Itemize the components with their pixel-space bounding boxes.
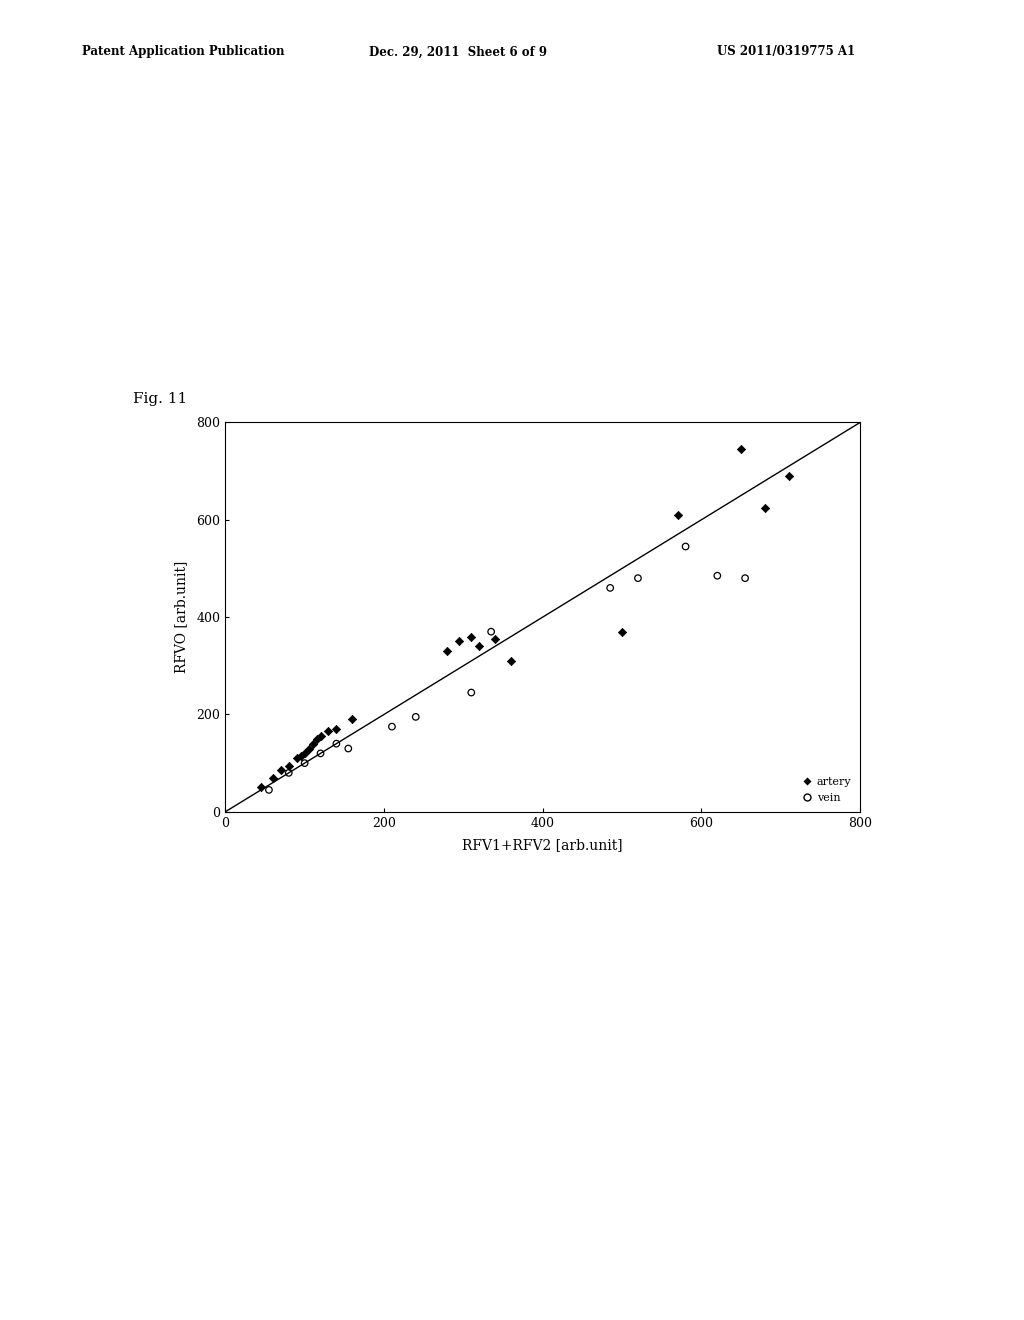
Point — [780, 466, 797, 487]
X-axis label: RFV1+RFV2 [arb.unit]: RFV1+RFV2 [arb.unit] — [463, 838, 623, 851]
Point — [293, 746, 309, 767]
Point — [253, 777, 269, 799]
Text: Patent Application Publication: Patent Application Publication — [82, 45, 285, 58]
Point — [328, 718, 344, 739]
Point — [312, 743, 329, 764]
Point — [281, 763, 297, 784]
Point — [439, 640, 456, 661]
Point — [471, 636, 487, 657]
Point — [312, 726, 329, 747]
Point — [487, 628, 504, 649]
Point — [463, 682, 479, 704]
Point — [281, 755, 297, 776]
Point — [614, 622, 631, 643]
Point — [261, 779, 278, 800]
Point — [602, 577, 618, 598]
Point — [297, 752, 313, 774]
Point — [300, 738, 316, 759]
Point — [264, 767, 281, 788]
Point — [630, 568, 646, 589]
Point — [737, 568, 754, 589]
Point — [328, 733, 344, 754]
Text: Dec. 29, 2011  Sheet 6 of 9: Dec. 29, 2011 Sheet 6 of 9 — [369, 45, 547, 58]
Text: Fig. 11: Fig. 11 — [133, 392, 187, 405]
Point — [452, 631, 468, 652]
Point — [321, 721, 337, 742]
Point — [308, 729, 325, 750]
Point — [340, 738, 356, 759]
Point — [670, 504, 686, 525]
Point — [344, 709, 360, 730]
Point — [289, 747, 305, 768]
Point — [304, 733, 321, 754]
Point — [384, 715, 400, 737]
Text: US 2011/0319775 A1: US 2011/0319775 A1 — [717, 45, 855, 58]
Point — [272, 760, 289, 781]
Point — [757, 498, 773, 519]
Point — [297, 743, 313, 764]
Legend: artery, vein: artery, vein — [798, 774, 855, 807]
Point — [408, 706, 424, 727]
Y-axis label: RFVO [arb.unit]: RFVO [arb.unit] — [174, 561, 188, 673]
Point — [503, 651, 519, 672]
Point — [678, 536, 694, 557]
Point — [463, 626, 479, 647]
Point — [733, 438, 750, 459]
Point — [483, 622, 500, 643]
Point — [709, 565, 725, 586]
